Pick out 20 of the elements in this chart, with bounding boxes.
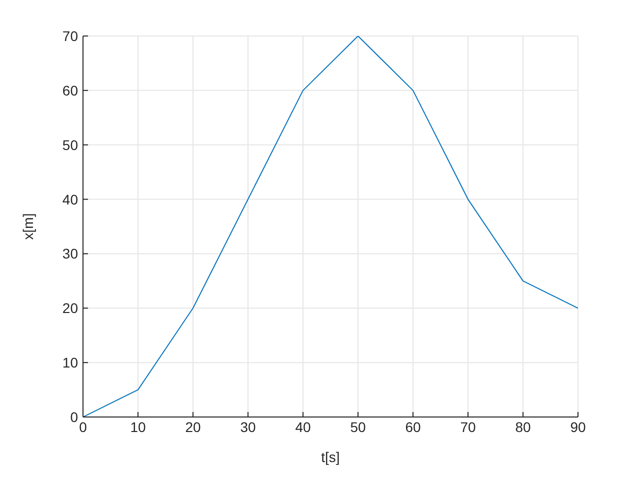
x-tick-label: 50	[350, 418, 366, 435]
x-tick-label: 10	[130, 418, 146, 435]
x-tick-label: 70	[460, 418, 476, 435]
x-tick-label: 80	[515, 418, 531, 435]
x-tick-label: 60	[405, 418, 421, 435]
y-tick-label: 70	[62, 28, 78, 44]
y-tick-label: 10	[62, 354, 78, 371]
y-tick-label: 60	[62, 82, 78, 98]
y-tick-label: 20	[62, 300, 78, 316]
y-tick-label: 0	[70, 408, 78, 425]
y-tick-label: 50	[62, 136, 78, 153]
x-tick-label: 30	[240, 418, 256, 435]
x-tick-label: 40	[295, 418, 311, 435]
y-tick-label: 40	[62, 191, 78, 208]
x-tick-label: 90	[570, 418, 586, 435]
line-series	[83, 36, 578, 417]
y-axis-title: x[m]	[20, 213, 36, 240]
x-axis-title: t[s]	[321, 449, 340, 465]
x-tick-label: 20	[185, 418, 201, 435]
y-tick-label: 30	[62, 246, 78, 262]
